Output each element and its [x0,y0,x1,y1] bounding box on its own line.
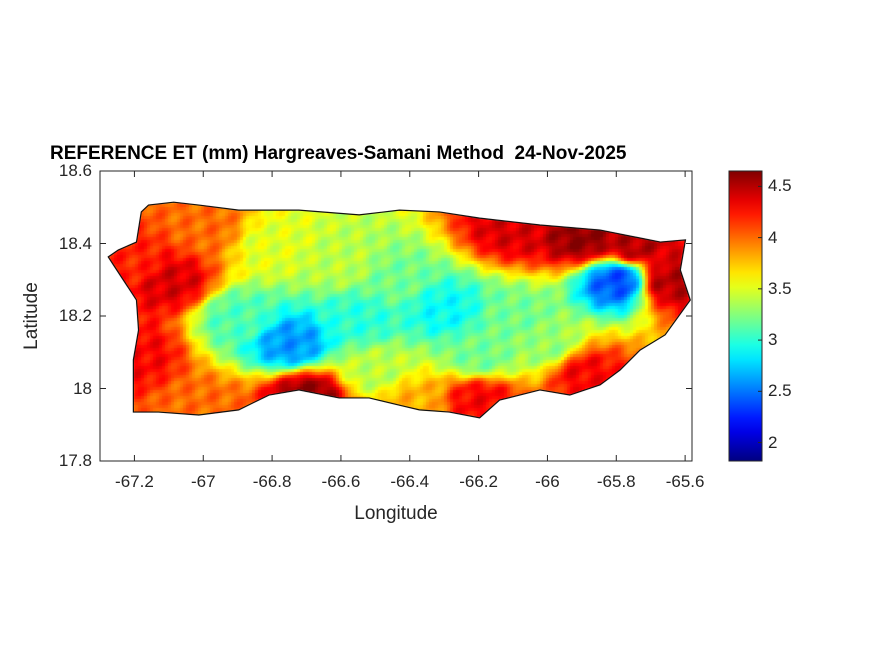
y-tick-label: 18 [73,378,92,398]
x-tick-label: -67.2 [115,472,154,491]
y-tick-label: 17.8 [58,451,92,470]
x-tick-label: -66.4 [390,472,430,491]
colorbar-tick-label: 2.5 [768,381,792,401]
chart-title: REFERENCE ET (mm) Hargreaves-Samani Meth… [50,143,627,164]
colorbar-tick-label: 4.5 [768,176,792,196]
colorbar-tick-label: 4 [768,227,778,247]
colorbar [728,170,763,462]
x-axis-label: Longitude [354,503,438,524]
x-tick-label: -65.8 [596,472,636,491]
colorbar-tick-label: 3.5 [768,278,792,298]
y-axis-label: Latitude [21,282,42,350]
colorbar-tick-label: 3 [768,330,778,350]
x-tick-label: -67 [190,472,216,491]
y-tick-label: 18.4 [58,233,92,253]
x-tick-label: -66.6 [321,472,361,491]
x-tick-label: -66 [535,472,560,491]
x-tick-label: -66.2 [459,472,498,491]
x-tick-label: -66.8 [252,472,292,491]
colorbar-tick-label: 2 [768,432,778,452]
coastline [107,201,691,419]
axes-box [99,170,693,462]
x-tick-label: -65.6 [665,472,705,491]
y-tick-label: 18.2 [58,306,92,325]
y-tick-label: 18.6 [58,161,92,180]
